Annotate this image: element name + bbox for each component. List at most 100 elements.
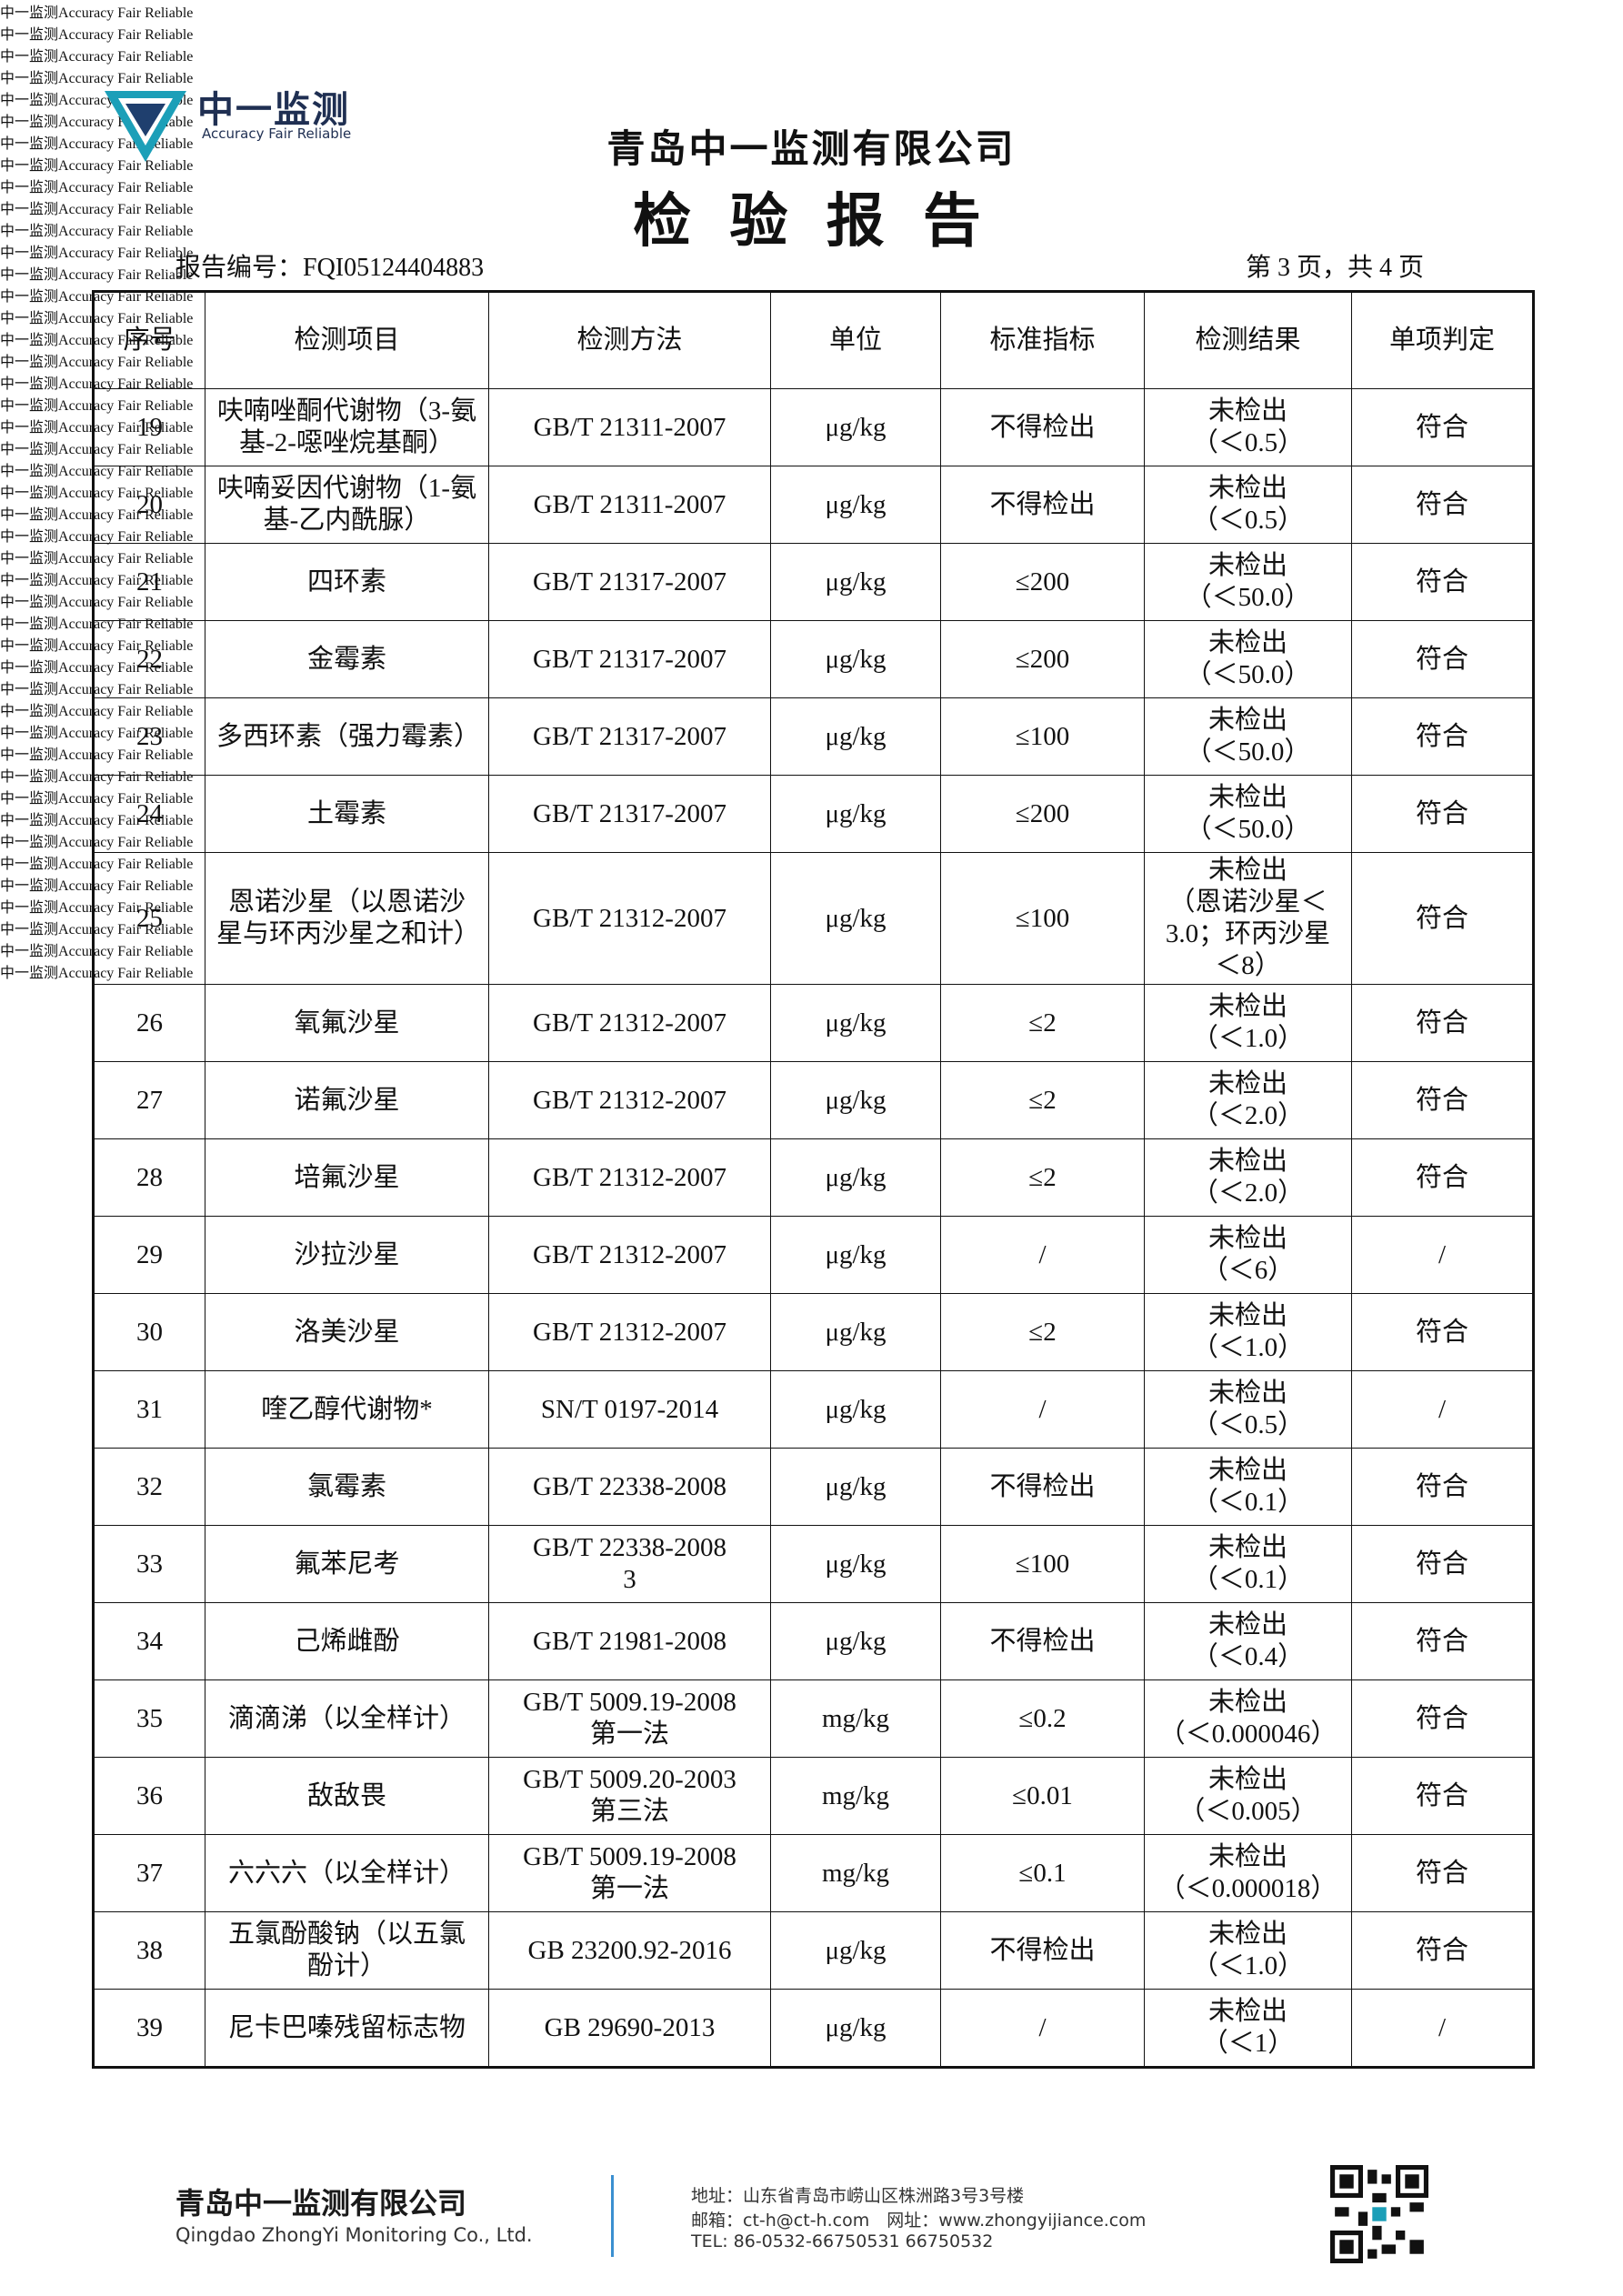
cell: 未检出 （＜0.1） [1144,1448,1352,1526]
cell: μg/kg [770,1138,941,1217]
cell: / [1351,1989,1534,2068]
cell: 沙拉沙星 [205,1216,489,1294]
cell: GB/T 21312-2007 [488,1061,771,1139]
data-row: 29 沙拉沙星 GB/T 21312-2007 μg/kg / 未检出 （＜6） / [93,1216,1534,1294]
cell: GB/T 21312-2007 [488,1138,771,1217]
cell: 符合 [1351,1834,1534,1912]
column-header: 检测结果 [1144,291,1352,389]
cell: μg/kg [770,1370,941,1449]
footer-company: 青岛中一监测有限公司 [175,2186,467,2221]
cell: 未检出 （＜2.0） [1144,1061,1352,1139]
watermark: 中一监测Accuracy Fair Reliable [0,71,194,86]
cell: μg/kg [770,1602,941,1680]
logo-icon [105,91,186,162]
cell: 符合 [1351,466,1534,544]
cell: 符合 [1351,697,1534,776]
cell: mg/kg [770,1679,941,1758]
cell: GB/T 21312-2007 [488,852,771,985]
data-row: 22 金霉素 GB/T 21317-2007 μg/kg ≤200 未检出 （＜50.0）… [93,620,1534,698]
footer-company-en: Qingdao ZhongYi Monitoring Co., Ltd. [175,2224,533,2246]
data-row: 28 培氟沙星 GB/T 21312-2007 μg/kg ≤2 未检出 （＜2.0） 符合 [93,1138,1534,1217]
cell: μg/kg [770,1293,941,1371]
cell: mg/kg [770,1757,941,1835]
watermark: 中一监测Accuracy Fair Reliable [0,246,194,261]
cell: 符合 [1351,1757,1534,1835]
cell: / [940,1216,1145,1294]
cell: 不得检出 [940,1602,1145,1680]
cell: μg/kg [770,620,941,698]
watermark: 中一监测Accuracy Fair Reliable [0,267,194,283]
column-header: 标准指标 [940,291,1145,389]
cell: 32 [93,1448,205,1526]
cell: 26 [93,984,205,1062]
watermark: 中一监测Accuracy Fair Reliable [0,49,194,65]
cell: 未检出 （＜6） [1144,1216,1352,1294]
cell: μg/kg [770,1525,941,1603]
cell: 未检出 （＜0.5） [1144,388,1352,466]
cell: μg/kg [770,1448,941,1526]
cell: μg/kg [770,543,941,621]
cell: 符合 [1351,1293,1534,1371]
page-info: 第 3 页，共 4 页 [1245,254,1424,282]
data-row: 20 呋喃妥因代谢物（1-氨基-乙内酰脲） GB/T 21311-2007 μg/kg… [93,466,1534,544]
watermark-tagline: Accuracy Fair Reliable [58,158,194,174]
cell: 不得检出 [940,388,1145,466]
cell: 33 [93,1525,205,1603]
data-row: 26 氧氟沙星 GB/T 21312-2007 μg/kg ≤2 未检出 （＜1.0） 符合 [93,984,1534,1062]
cell: 土霉素 [205,775,489,853]
cell: 28 [93,1138,205,1217]
logo-tagline: Accuracy Fair Reliable [202,125,352,142]
cell: 培氟沙星 [205,1138,489,1217]
cell: / [1351,1216,1534,1294]
cell: 未检出 （＜1） [1144,1989,1352,2068]
cell: 未检出 （＜0.1） [1144,1525,1352,1603]
cell: ≤2 [940,1293,1145,1371]
cell: 符合 [1351,1679,1534,1758]
cell: 喹乙醇代谢物* [205,1370,489,1449]
cell: μg/kg [770,1911,941,1990]
cell: GB/T 5009.19-2008 第一法 [488,1834,771,1912]
cell: ≤0.1 [940,1834,1145,1912]
data-row: 25 恩诺沙星（以恩诺沙星与环丙沙星之和计） GB/T 21312-2007 μg/k… [93,852,1534,985]
cell: 35 [93,1679,205,1758]
watermark-tagline: Accuracy Fair Reliable [58,71,194,86]
watermark-tagline: Accuracy Fair Reliable [58,246,194,261]
cell: 未检出 （恩诺沙星＜3.0；环丙沙星＜8） [1144,852,1352,985]
cell: 诺氟沙星 [205,1061,489,1139]
cell: 23 [93,697,205,776]
cell: 未检出 （＜50.0） [1144,697,1352,776]
cell: GB/T 21312-2007 [488,984,771,1062]
cell: ≤100 [940,697,1145,776]
cell: 未检出 （＜50.0） [1144,620,1352,698]
cell: 37 [93,1834,205,1912]
watermark: 中一监测Accuracy Fair Reliable [0,202,194,217]
cell: 21 [93,543,205,621]
cell: 呋喃唑酮代谢物（3-氨基-2-噁唑烷基酮） [205,388,489,466]
cell: 符合 [1351,1911,1534,1990]
cell: 31 [93,1370,205,1449]
cell: GB/T 21317-2007 [488,697,771,776]
cell: μg/kg [770,775,941,853]
cell: 29 [93,1216,205,1294]
cell: GB/T 22338-2008 [488,1448,771,1526]
watermark-tagline: Accuracy Fair Reliable [58,202,194,217]
footer-address: 地址：山东省青岛市崂山区株洲路3号3号楼 [691,2186,1025,2206]
cell: ≤2 [940,984,1145,1062]
cell: 未检出 （＜0.5） [1144,1370,1352,1449]
cell: GB/T 21981-2008 [488,1602,771,1680]
cell: 19 [93,388,205,466]
cell: 未检出 （＜0.005） [1144,1757,1352,1835]
company-name: 青岛中一监测有限公司 [606,126,1017,171]
cell: 五氯酚酸钠（以五氯酚计） [205,1911,489,1990]
cell: 尼卡巴嗪残留标志物 [205,1989,489,2068]
cell: 滴滴涕（以全样计） [205,1679,489,1758]
cell: μg/kg [770,466,941,544]
data-row: 36 敌敌畏 GB/T 5009.20-2003 第三法 mg/kg ≤0.01 未检出 … [93,1757,1534,1835]
cell: 符合 [1351,852,1534,985]
cell: GB/T 5009.19-2008 第一法 [488,1679,771,1758]
cell: 30 [93,1293,205,1371]
report-number: 报告编号：FQI05124404883 [175,254,485,282]
watermark-tagline: Accuracy Fair Reliable [58,180,194,196]
cell: 己烯雌酚 [205,1602,489,1680]
